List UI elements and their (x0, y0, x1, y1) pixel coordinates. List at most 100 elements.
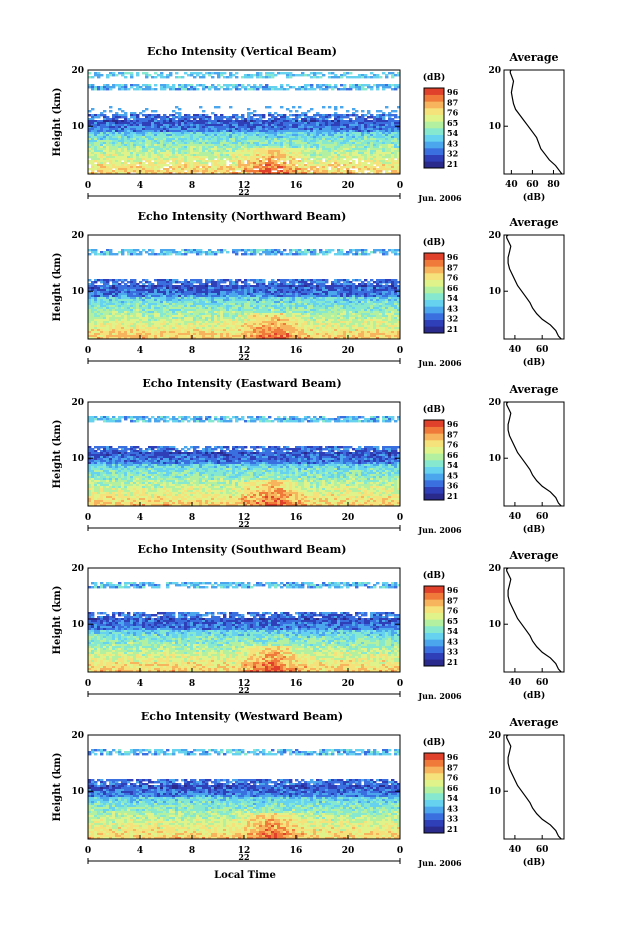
heatmap-cell (361, 140, 365, 143)
heatmap-cell (373, 297, 377, 300)
heatmap-cell (166, 283, 170, 286)
heatmap-cell (265, 164, 269, 167)
heatmap-cell (166, 253, 170, 256)
heatmap-cell (196, 146, 200, 149)
heatmap-cell (331, 291, 335, 294)
heatmap-cell (397, 158, 400, 161)
heatmap-cell (232, 122, 236, 125)
heatmap-cell (142, 148, 146, 151)
heatmap-cell (214, 128, 218, 131)
heatmap-cell (352, 291, 356, 294)
heatmap-cell (310, 251, 314, 254)
heatmap-cell (382, 144, 386, 147)
profile-title: Average (508, 51, 558, 64)
heatmap-cell (220, 301, 224, 304)
heatmap-cell (382, 301, 386, 304)
heatmap-cell (166, 281, 170, 284)
heatmap-cell (349, 172, 353, 174)
heatmap-cell (160, 164, 164, 167)
heatmap-cell (286, 303, 290, 306)
heatmap-cell (379, 172, 383, 174)
heatmap-cell (349, 130, 353, 133)
heatmap-cell (268, 168, 272, 171)
heatmap-cell (229, 152, 233, 155)
heatmap-cell (157, 156, 161, 159)
heatmap-cell (379, 251, 383, 254)
heatmap-cell (112, 287, 116, 290)
heatmap-cell (94, 138, 98, 141)
heatmap-cell (271, 162, 275, 165)
heatmap-cell (277, 287, 281, 290)
heatmap-cell (253, 293, 257, 296)
heatmap-cell (211, 156, 215, 159)
heatmap-cell (361, 154, 365, 157)
heatmap-cell (217, 295, 221, 298)
heatmap-cell (259, 120, 263, 123)
heatmap-cell (172, 279, 176, 282)
heatmap-cell (289, 86, 293, 89)
heatmap-cell (100, 166, 104, 169)
heatmap-cell (214, 140, 218, 143)
heatmap-cell (385, 84, 389, 87)
heatmap-cell (88, 160, 92, 163)
heatmap-cell (361, 289, 365, 292)
heatmap-cell (199, 150, 203, 153)
heatmap-cell (319, 168, 323, 171)
heatmap-cell (271, 118, 275, 121)
echo-intensity-field (88, 72, 400, 174)
heatmap-cell (151, 164, 155, 167)
heatmap-cell (154, 76, 158, 79)
heatmap-cell (379, 134, 383, 137)
heatmap-cell (310, 164, 314, 167)
heatmap-cell (187, 297, 191, 300)
heatmap-cell (130, 114, 134, 117)
heatmap-cell (280, 72, 284, 75)
heatmap-cell (316, 281, 320, 284)
heatmap-cell (238, 148, 242, 151)
heatmap-cell (325, 293, 329, 296)
heatmap-cell (382, 134, 386, 137)
heatmap-cell (346, 146, 350, 149)
heatmap-cell (175, 164, 179, 167)
heatmap-cell (205, 166, 209, 169)
heatmap-cell (100, 299, 104, 302)
heatmap-cell (223, 146, 227, 149)
heatmap-cell (244, 299, 248, 302)
heatmap-cell (181, 166, 185, 169)
heatmap-cell (307, 164, 311, 167)
heatmap-cell (322, 118, 326, 121)
heatmap-cell (142, 130, 146, 133)
heatmap-cell (394, 142, 398, 145)
heatmap-cell (379, 279, 383, 282)
heatmap-cell (94, 136, 98, 139)
heatmap-cell (154, 162, 158, 165)
heatmap-cell (190, 299, 194, 302)
heatmap-cell (364, 148, 368, 151)
heatmap-cell (280, 289, 284, 292)
heatmap-cell (310, 72, 314, 75)
heatmap-cell (313, 116, 317, 119)
heatmap-cell (151, 140, 155, 143)
heatmap-cell (208, 287, 212, 290)
heatmap-cell (298, 251, 302, 254)
heatmap-cell (280, 154, 284, 157)
heatmap-cell (187, 303, 191, 306)
heatmap-cell (190, 74, 194, 77)
heatmap-cell (88, 293, 92, 296)
heatmap-cell (304, 118, 308, 121)
heatmap-cell (307, 158, 311, 161)
heatmap-cell (316, 128, 320, 131)
heatmap-cell (304, 86, 308, 89)
heatmap-cell (208, 249, 212, 252)
heatmap-cell (265, 291, 269, 294)
heatmap-cell (100, 297, 104, 300)
heatmap-cell (319, 279, 323, 282)
heatmap-cell (346, 297, 350, 300)
heatmap-cell (160, 76, 164, 79)
heatmap-cell (118, 140, 122, 143)
heatmap-cell (340, 88, 344, 91)
heatmap-cell (313, 142, 317, 145)
heatmap-cell (172, 144, 176, 147)
heatmap-cell (151, 301, 155, 304)
heatmap-cell (376, 297, 380, 300)
